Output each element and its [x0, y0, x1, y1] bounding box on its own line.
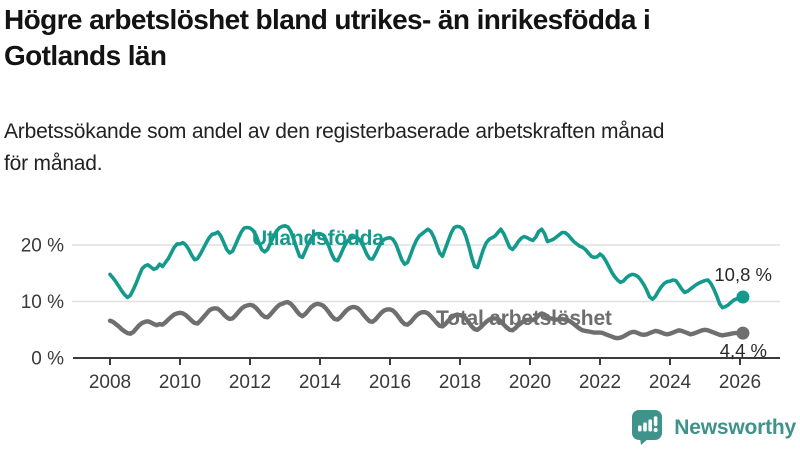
svg-text:2014: 2014 — [299, 372, 342, 393]
newsworthy-logo: Newsworthy — [631, 409, 796, 446]
page-title: Högre arbetslöshet bland utrikes- än inr… — [4, 2, 651, 74]
svg-text:2018: 2018 — [439, 372, 481, 393]
end-value-utlandsfodda: 10,8 % — [714, 264, 772, 285]
svg-text:2010: 2010 — [159, 372, 201, 393]
page-title-line2: Gotlands län — [4, 40, 167, 71]
svg-text:10 %: 10 % — [21, 292, 64, 313]
series-label-total-arbetsloshet: Total arbetslöshet — [436, 307, 612, 330]
svg-text:2012: 2012 — [229, 372, 271, 393]
svg-text:2026: 2026 — [719, 372, 761, 393]
end-value-total: 4,4 % — [719, 340, 767, 361]
svg-text:2024: 2024 — [649, 372, 692, 393]
svg-text:20 %: 20 % — [21, 236, 64, 257]
newsworthy-bubble-chart-icon — [631, 409, 663, 446]
chart-subtitle-line1: Arbetssökande som andel av den registerb… — [4, 120, 665, 143]
newsworthy-brand-text: Newsworthy — [674, 415, 796, 439]
chart-subtitle: Arbetssökande som andel av den registerb… — [4, 116, 664, 180]
svg-text:0 %: 0 % — [31, 349, 64, 370]
page-title-line1: Högre arbetslöshet bland utrikes- än inr… — [4, 4, 651, 35]
series-label-utlandsfodda: Utlandsfödda — [252, 227, 384, 250]
svg-text:2022: 2022 — [579, 372, 621, 393]
svg-text:2016: 2016 — [369, 372, 411, 393]
svg-text:2020: 2020 — [509, 372, 551, 393]
svg-text:2008: 2008 — [89, 372, 131, 393]
chart-subtitle-line2: för månad. — [4, 152, 103, 175]
